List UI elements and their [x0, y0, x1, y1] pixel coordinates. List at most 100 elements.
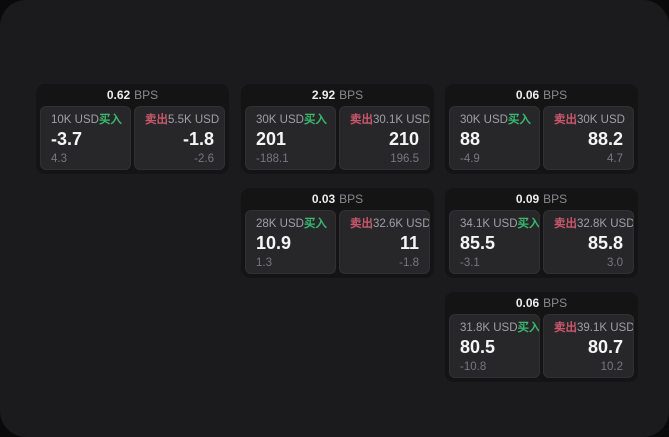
quote-card-1: 0.62 BPS 10K USD 买入 -3.7 4.3 卖出 5.5K USD…: [36, 84, 229, 174]
buy-panel[interactable]: 30K USD 买入 88 -4.9: [449, 106, 540, 170]
quote-card-2: 2.92 BPS 30K USD 买入 201 -188.1 卖出 30.1K …: [241, 84, 434, 174]
buy-panel[interactable]: 30K USD 买入 201 -188.1: [245, 106, 336, 170]
buy-delta: -4.9: [460, 153, 480, 165]
buy-size: 28K USD: [256, 218, 304, 230]
buy-side-label: 买入: [303, 218, 327, 230]
quote-card-5: 0.09 BPS 34.1K USD 买入 85.5 -3.1 卖出 32.8K…: [445, 188, 638, 278]
sell-panel[interactable]: 卖出 5.5K USD -1.8 -2.6: [134, 106, 225, 170]
buy-side-label: 买入: [98, 114, 122, 126]
buy-price: -3.7: [51, 129, 83, 149]
sell-side-label: 卖出: [145, 114, 168, 126]
sell-side-label: 卖出: [554, 218, 577, 230]
sell-size: 5.5K USD: [168, 114, 220, 126]
card-header: 2.92 BPS: [245, 84, 430, 106]
sell-price: 88.2: [587, 129, 623, 149]
buy-price: 10.9: [256, 233, 292, 253]
buy-panel-top: 31.8K USD 买入: [460, 322, 539, 335]
buy-size: 30K USD: [460, 114, 508, 126]
buy-delta: -3.1: [460, 257, 480, 269]
card-header: 0.06 BPS: [449, 292, 634, 314]
buy-panel-top: 34.1K USD 买入: [460, 218, 539, 231]
sell-side-label: 卖出: [350, 114, 373, 126]
spread-bps-value: 0.62: [106, 88, 131, 102]
buy-size: 30K USD: [256, 114, 304, 126]
sell-panel[interactable]: 卖出 39.1K USD 80.7 10.2: [543, 314, 634, 378]
quote-panels: 30K USD 买入 201 -188.1 卖出 30.1K USD 210 1…: [245, 106, 430, 170]
quote-panels: 28K USD 买入 10.9 1.3 卖出 32.6K USD 11 -1.8: [245, 210, 430, 274]
spread-bps-value: 0.03: [311, 192, 336, 206]
sell-panel-top: 卖出 39.1K USD: [554, 322, 633, 335]
spread-bps-value: 0.09: [515, 192, 540, 206]
buy-side-label: 买入: [507, 114, 531, 126]
spread-bps-unit: BPS: [339, 88, 364, 102]
sell-price: -1.8: [182, 129, 214, 149]
quote-panels: 10K USD 买入 -3.7 4.3 卖出 5.5K USD -1.8 -2.…: [40, 106, 225, 170]
buy-panel-top: 10K USD 买入: [51, 114, 122, 127]
sell-side-label: 卖出: [554, 114, 577, 126]
quote-card-3: 0.06 BPS 30K USD 买入 88 -4.9 卖出 30K USD 8…: [445, 84, 638, 174]
sell-delta: 3.0: [607, 257, 623, 269]
sell-price: 210: [388, 129, 419, 149]
buy-panel[interactable]: 28K USD 买入 10.9 1.3: [245, 210, 336, 274]
quote-panels: 30K USD 买入 88 -4.9 卖出 30K USD 88.2 4.7: [449, 106, 634, 170]
sell-delta: 10.2: [600, 361, 623, 373]
buy-panel[interactable]: 31.8K USD 买入 80.5 -10.8: [449, 314, 540, 378]
sell-size: 39.1K USD: [577, 322, 634, 334]
sell-panel[interactable]: 卖出 30.1K USD 210 196.5: [339, 106, 430, 170]
buy-side-label: 买入: [517, 218, 540, 230]
buy-price: 88: [460, 129, 481, 149]
sell-panel[interactable]: 卖出 32.6K USD 11 -1.8: [339, 210, 430, 274]
sell-price: 11: [399, 233, 419, 253]
buy-price: 201: [256, 129, 287, 149]
sell-price: 80.7: [587, 337, 623, 357]
spread-bps-unit: BPS: [134, 88, 159, 102]
quote-card-4: 0.03 BPS 28K USD 买入 10.9 1.3 卖出 32.6K US…: [241, 188, 434, 278]
sell-panel-top: 卖出 30K USD: [554, 114, 625, 127]
card-header: 0.06 BPS: [449, 84, 634, 106]
spread-bps-unit: BPS: [339, 192, 364, 206]
buy-delta: 1.3: [256, 257, 272, 269]
buy-panel[interactable]: 34.1K USD 买入 85.5 -3.1: [449, 210, 540, 274]
buy-size: 31.8K USD: [460, 322, 518, 334]
spread-bps-value: 0.06: [515, 88, 540, 102]
sell-panel-top: 卖出 5.5K USD: [145, 114, 219, 127]
quote-card-6: 0.06 BPS 31.8K USD 买入 80.5 -10.8 卖出 39.1…: [445, 292, 638, 382]
sell-side-label: 卖出: [554, 322, 577, 334]
sell-size: 32.8K USD: [577, 218, 634, 230]
sell-price: 85.8: [587, 233, 623, 253]
spread-bps-unit: BPS: [543, 88, 568, 102]
buy-size: 34.1K USD: [460, 218, 518, 230]
sell-panel-top: 卖出 30.1K USD: [350, 114, 429, 127]
buy-panel-top: 30K USD 买入: [256, 114, 327, 127]
sell-panel-top: 卖出 32.6K USD: [350, 218, 429, 231]
buy-size: 10K USD: [51, 114, 99, 126]
sell-panel[interactable]: 卖出 30K USD 88.2 4.7: [543, 106, 634, 170]
card-header: 0.09 BPS: [449, 188, 634, 210]
sell-size: 32.6K USD: [373, 218, 430, 230]
spread-bps-value: 2.92: [311, 88, 336, 102]
quote-panels: 34.1K USD 买入 85.5 -3.1 卖出 32.8K USD 85.8…: [449, 210, 634, 274]
sell-delta: 196.5: [390, 153, 419, 165]
buy-panel[interactable]: 10K USD 买入 -3.7 4.3: [40, 106, 131, 170]
buy-delta: -188.1: [256, 153, 289, 165]
buy-price: 85.5: [460, 233, 496, 253]
sell-size: 30K USD: [577, 114, 625, 126]
spread-bps-value: 0.06: [515, 296, 540, 310]
sell-panel[interactable]: 卖出 32.8K USD 85.8 3.0: [543, 210, 634, 274]
buy-panel-top: 28K USD 买入: [256, 218, 327, 231]
sell-delta: 4.7: [607, 153, 623, 165]
sell-size: 30.1K USD: [373, 114, 430, 126]
card-header: 0.62 BPS: [40, 84, 225, 106]
buy-price: 80.5: [460, 337, 496, 357]
buy-delta: 4.3: [51, 153, 67, 165]
sell-side-label: 卖出: [350, 218, 373, 230]
quote-panels: 31.8K USD 买入 80.5 -10.8 卖出 39.1K USD 80.…: [449, 314, 634, 378]
sell-delta: -2.6: [194, 153, 214, 165]
spread-bps-unit: BPS: [543, 296, 568, 310]
buy-panel-top: 30K USD 买入: [460, 114, 531, 127]
buy-side-label: 买入: [303, 114, 327, 126]
buy-side-label: 买入: [517, 322, 540, 334]
buy-delta: -10.8: [460, 361, 487, 373]
card-header: 0.03 BPS: [245, 188, 430, 210]
